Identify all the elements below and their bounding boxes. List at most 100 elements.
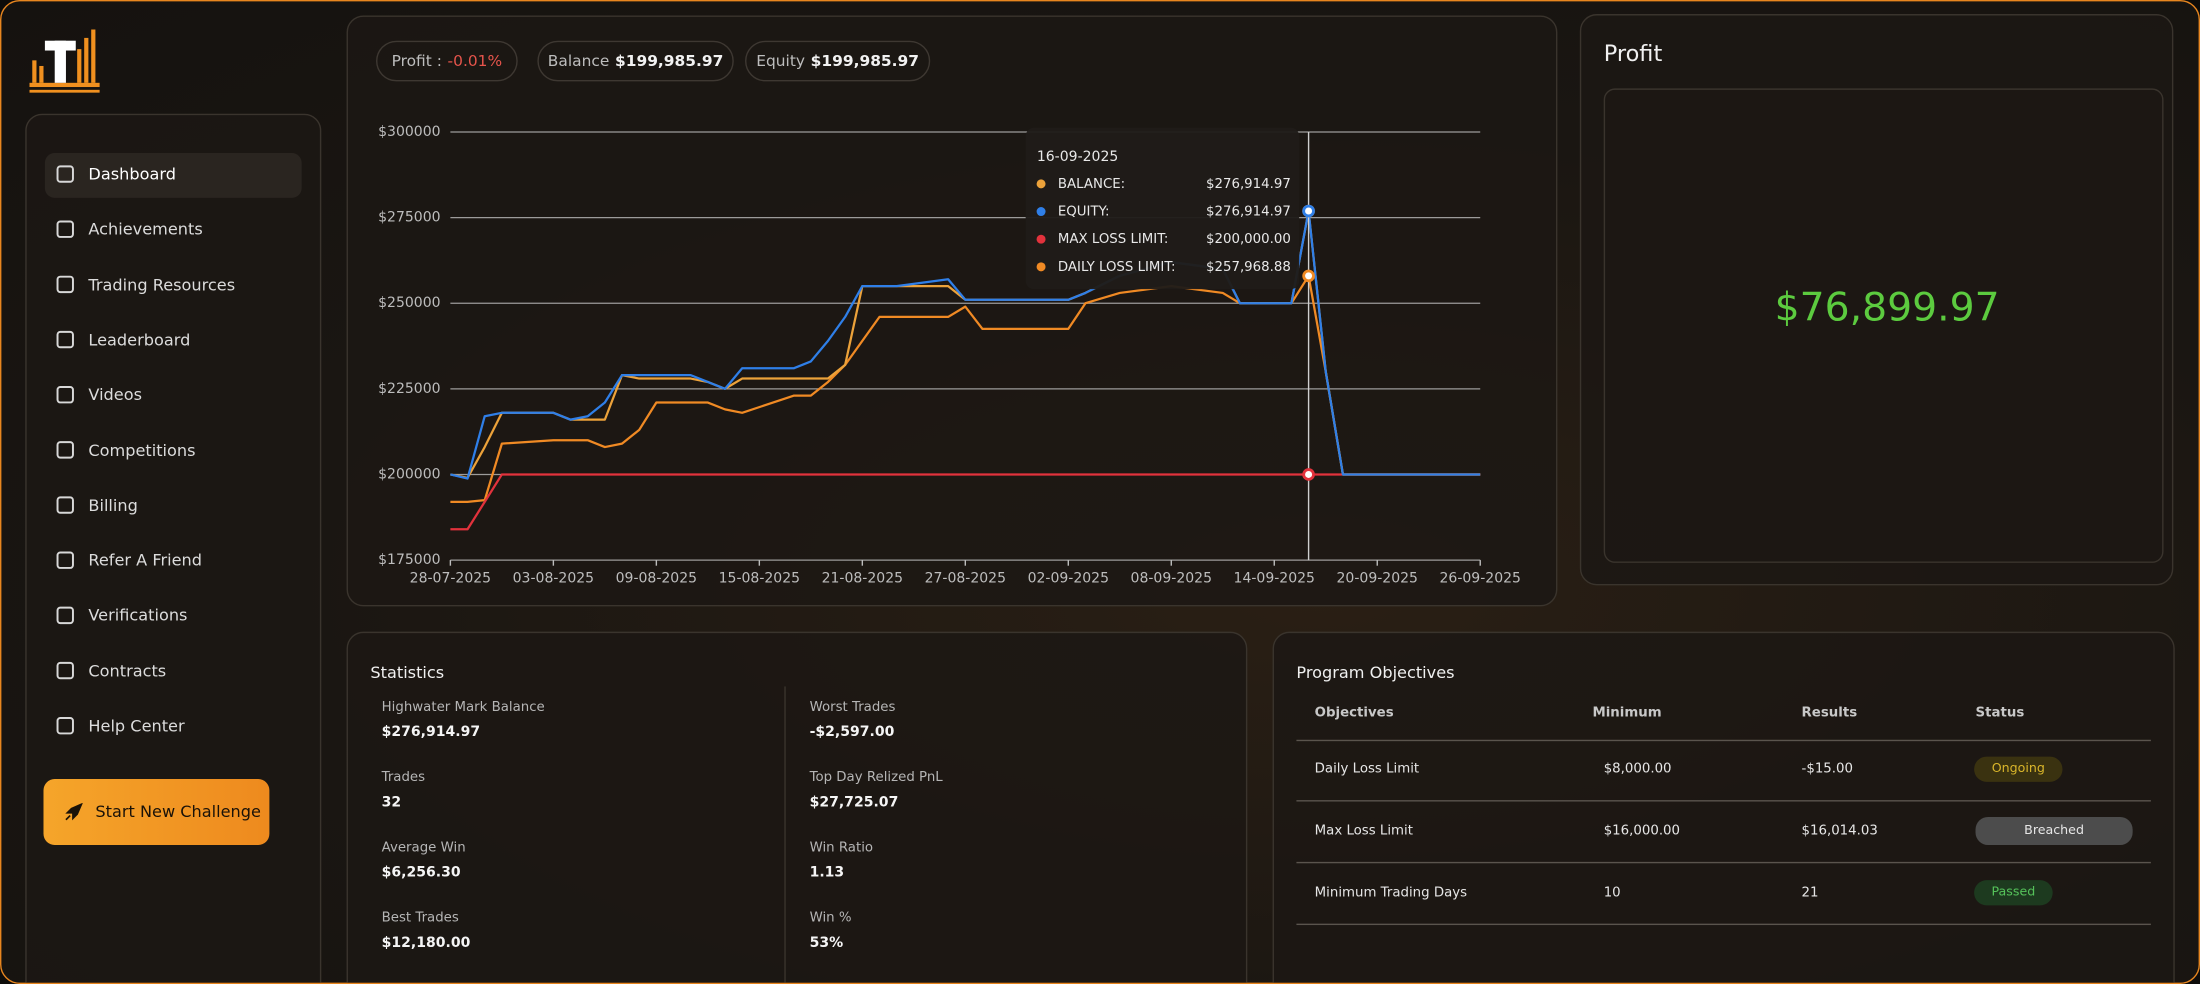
start-challenge-button[interactable] (43, 779, 270, 846)
column-header: Results (1801, 705, 1858, 721)
y-tick-label: $275000 (378, 210, 440, 226)
summary-label: Balance (547, 51, 610, 71)
tooltip-label: EQUITY: (1058, 205, 1110, 220)
x-tick-label: 15-08-2025 (719, 570, 800, 586)
summary-value: $199,985.97 (614, 51, 724, 71)
nav-icon (56, 275, 74, 294)
profit-value: $76,899.97 (1774, 284, 2000, 331)
tooltip-value: $276,914.97 (1206, 205, 1291, 220)
profit-title: Profit (1603, 40, 1663, 67)
nav-item[interactable]: Refer A Friend (88, 550, 202, 571)
hover-dot (1302, 269, 1315, 283)
hover-dot (1302, 204, 1315, 218)
tooltip-label: BALANCE: (1058, 177, 1125, 192)
stat-value: 53% (809, 935, 844, 952)
y-tick-label: $200000 (378, 466, 440, 482)
nav-item[interactable]: Billing (88, 495, 138, 515)
nav-icon (56, 165, 74, 183)
tooltip-box (1025, 127, 1300, 290)
status-badge: Breached (1975, 816, 2133, 846)
table-rule (1296, 923, 2151, 926)
table-cell: Daily Loss Limit (1314, 761, 1420, 777)
table-cell: 21 (1801, 885, 1819, 901)
nav-icon (56, 441, 74, 459)
nav-icon (56, 330, 74, 349)
table-cell: $16,014.03 (1801, 823, 1878, 839)
nav-icon (56, 220, 74, 238)
stat-value: $276,914.97 (381, 725, 481, 741)
summary-label: Profit : (391, 51, 442, 71)
series-line (450, 274, 1481, 503)
column-header: Minimum (1592, 705, 1662, 721)
x-tick-label: 20-09-2025 (1337, 570, 1418, 586)
nav-icon (56, 386, 74, 404)
objectives-title: Program Objectives (1296, 662, 1455, 683)
summary-pill: Equity $199,985.97 (745, 40, 931, 82)
x-tick-label: 02-09-2025 (1028, 570, 1109, 586)
stat-value: $12,180.00 (381, 935, 471, 952)
summary-pill: Profit : -0.01% (376, 40, 518, 82)
nav-icon (56, 661, 74, 680)
start-challenge-label: Start New Challenge (95, 801, 261, 822)
nav-icon (56, 551, 74, 569)
y-tick-label: $225000 (378, 381, 440, 397)
tooltip: 16-09-2025 BALANCE: $276,914.97 EQUITY: $276… (1025, 127, 1300, 290)
table-rule (1296, 861, 2151, 864)
stat-value: -$2,597.00 (809, 725, 895, 741)
tooltip-label: DAILY LOSS LIMIT: (1058, 260, 1176, 275)
tooltip-swatch (1036, 234, 1046, 244)
table-rule (1296, 739, 2151, 742)
statistics-title: Statistics (370, 662, 445, 683)
stat-label: Top Day Relized PnL (809, 769, 943, 786)
statistics-divider (784, 686, 786, 983)
table-cell: 10 (1603, 885, 1621, 901)
nav-item[interactable]: Help Center (88, 715, 185, 736)
series-line (450, 209, 1481, 480)
stat-label: Win % (809, 910, 852, 926)
x-tick-label: 03-08-2025 (513, 570, 594, 586)
nav-item[interactable]: Competitions (88, 440, 196, 460)
y-tick-label: $175000 (378, 552, 440, 568)
x-tick-label: 21-08-2025 (822, 570, 903, 586)
nav-item[interactable]: Leaderboard (88, 329, 191, 350)
stat-value: $6,256.30 (381, 865, 461, 881)
logo[interactable] (29, 29, 102, 96)
table-cell: $16,000.00 (1603, 823, 1681, 839)
nav-item[interactable]: Videos (88, 384, 143, 405)
nav-item[interactable]: Achievements (88, 219, 203, 240)
series-line (450, 473, 1481, 531)
x-tick-label: 26-09-2025 (1440, 570, 1521, 586)
tooltip-value: $257,968.88 (1206, 260, 1291, 275)
column-header: Status (1975, 705, 2025, 721)
nav-icon (56, 496, 74, 514)
x-tick-label: 28-07-2025 (410, 570, 491, 586)
stat-value: 1.13 (809, 865, 845, 881)
nav-item[interactable]: Contracts (88, 660, 167, 681)
chart-panel (346, 15, 1558, 607)
column-header: Objectives (1314, 705, 1394, 721)
series-line (450, 209, 1481, 480)
hover-dot (1302, 468, 1315, 481)
summary-value: -0.01% (447, 51, 503, 71)
nav-item[interactable]: Verifications (88, 605, 188, 626)
tooltip-swatch (1036, 179, 1046, 189)
table-cell: -$15.00 (1801, 761, 1853, 777)
x-tick-label: 09-08-2025 (616, 570, 697, 586)
nav-item[interactable]: Dashboard (88, 164, 176, 184)
rocket-icon (65, 802, 83, 821)
x-tick-label: 14-09-2025 (1234, 570, 1315, 586)
nav-item[interactable]: Trading Resources (88, 274, 236, 295)
table-cell: Max Loss Limit (1314, 823, 1413, 839)
tooltip-value: $200,000.00 (1206, 232, 1291, 247)
stat-label: Trades (381, 769, 426, 786)
table-cell: Minimum Trading Days (1314, 885, 1468, 901)
summary-value: $199,985.97 (810, 51, 920, 71)
stat-label: Average Win (381, 840, 466, 856)
stat-value: 32 (381, 795, 402, 811)
table-rule (1296, 800, 2151, 802)
active-nav-highlight (44, 153, 302, 198)
stat-label: Win Ratio (809, 840, 874, 856)
tooltip-value: $276,914.97 (1206, 177, 1291, 192)
